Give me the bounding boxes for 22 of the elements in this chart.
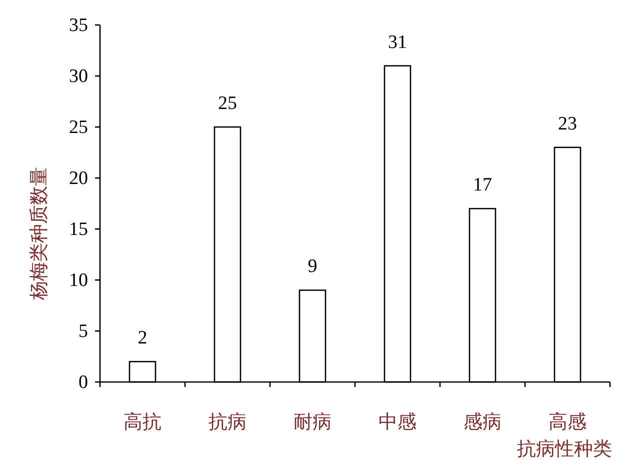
data-label: 2: [138, 328, 148, 349]
x-tick-label: 高抗: [124, 411, 162, 433]
x-tick-label: 中感: [378, 412, 416, 433]
y-tick-label: 10: [69, 270, 88, 291]
y-tick-label: 0: [78, 372, 88, 393]
y-tick-label: 35: [69, 15, 88, 36]
data-label: 23: [558, 113, 577, 134]
y-tick-label: 15: [69, 219, 88, 240]
x-tick-label: 耐病: [294, 412, 332, 433]
x-axis-title: 抗病性种类: [517, 439, 612, 460]
y-tick-label: 30: [69, 66, 88, 87]
y-tick-label: 25: [69, 117, 88, 138]
y-tick-label: 5: [78, 321, 88, 342]
x-tick-label: 高感: [548, 411, 586, 433]
data-label: 31: [388, 32, 407, 53]
data-label: 9: [308, 256, 318, 278]
y-axis-title: 杨梅类种质数量: [29, 167, 50, 301]
data-label: 17: [473, 174, 492, 196]
x-tick-label: 抗病: [208, 412, 246, 433]
y-tick-label: 20: [69, 168, 88, 189]
data-label: 25: [218, 93, 237, 114]
x-tick-label: 感病: [464, 412, 502, 433]
